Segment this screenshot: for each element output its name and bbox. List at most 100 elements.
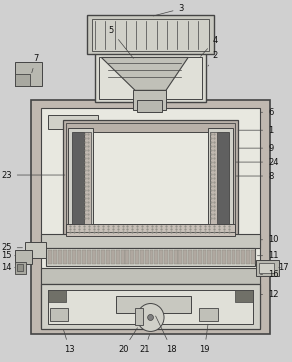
Bar: [41, 108, 260, 328]
Bar: [106, 250, 110, 264]
Bar: [116, 295, 191, 313]
Bar: [251, 250, 255, 264]
Bar: [53, 250, 57, 264]
Bar: [145, 250, 149, 264]
Bar: [154, 250, 158, 264]
Text: 12: 12: [260, 290, 279, 299]
Bar: [92, 250, 95, 264]
Text: 13: 13: [64, 330, 75, 354]
Bar: [72, 132, 84, 224]
Text: 2: 2: [208, 51, 218, 66]
Bar: [135, 307, 143, 325]
Text: 20: 20: [118, 328, 138, 354]
Bar: [130, 250, 134, 264]
Bar: [208, 128, 234, 234]
Circle shape: [137, 303, 164, 332]
Bar: [41, 268, 260, 283]
Bar: [258, 263, 274, 273]
Text: 10: 10: [260, 235, 279, 244]
Bar: [77, 250, 81, 264]
Bar: [212, 250, 216, 264]
Text: 24: 24: [236, 157, 279, 167]
Bar: [227, 250, 231, 264]
Bar: [82, 250, 86, 264]
Bar: [256, 260, 279, 275]
Text: 19: 19: [199, 324, 210, 354]
Bar: [137, 100, 162, 112]
Polygon shape: [101, 58, 188, 90]
Text: 16: 16: [260, 270, 279, 279]
Bar: [188, 250, 192, 264]
Bar: [140, 250, 144, 264]
Bar: [41, 234, 260, 248]
Bar: [63, 250, 67, 264]
Bar: [159, 250, 163, 264]
Bar: [15, 250, 32, 264]
Bar: [25, 242, 46, 258]
Text: 14: 14: [1, 263, 15, 272]
Bar: [48, 290, 253, 324]
Bar: [87, 14, 214, 55]
Bar: [50, 307, 68, 321]
Circle shape: [148, 315, 153, 320]
Bar: [75, 132, 226, 225]
Bar: [48, 290, 66, 302]
Bar: [101, 250, 105, 264]
Bar: [246, 250, 250, 264]
Bar: [15, 262, 26, 274]
Bar: [100, 58, 202, 99]
Bar: [150, 250, 153, 264]
Text: 25: 25: [1, 243, 22, 252]
Bar: [46, 248, 255, 266]
Text: 7: 7: [32, 54, 39, 73]
Bar: [217, 250, 221, 264]
Bar: [17, 264, 23, 271]
Bar: [174, 250, 178, 264]
Bar: [68, 250, 72, 264]
Bar: [111, 250, 115, 264]
Bar: [236, 250, 240, 264]
Bar: [41, 283, 260, 329]
Text: 23: 23: [1, 171, 65, 180]
Bar: [66, 123, 235, 232]
Text: 11: 11: [258, 251, 279, 260]
Bar: [48, 115, 98, 129]
Bar: [66, 224, 235, 236]
Text: 18: 18: [156, 316, 177, 354]
Bar: [121, 250, 124, 264]
Text: 5: 5: [109, 26, 133, 58]
Text: 1: 1: [238, 126, 273, 135]
Text: 3: 3: [153, 4, 184, 16]
Text: 9: 9: [238, 144, 273, 153]
Bar: [92, 18, 209, 51]
Bar: [193, 250, 197, 264]
Text: 6: 6: [260, 108, 274, 117]
Bar: [135, 250, 139, 264]
Bar: [15, 75, 30, 87]
Bar: [178, 250, 182, 264]
Bar: [203, 250, 206, 264]
Bar: [210, 132, 217, 224]
Bar: [133, 90, 166, 110]
Bar: [232, 250, 235, 264]
Bar: [95, 52, 206, 102]
Bar: [72, 250, 76, 264]
Bar: [164, 250, 168, 264]
Bar: [87, 250, 91, 264]
Bar: [58, 250, 62, 264]
Bar: [116, 250, 120, 264]
Bar: [207, 250, 211, 264]
Bar: [31, 100, 270, 334]
Bar: [235, 290, 253, 302]
Bar: [63, 120, 238, 235]
Bar: [126, 250, 129, 264]
Text: 15: 15: [1, 251, 15, 260]
Text: 17: 17: [278, 263, 288, 272]
Bar: [183, 250, 187, 264]
Bar: [97, 250, 100, 264]
Bar: [84, 132, 91, 224]
Bar: [241, 250, 245, 264]
Text: 4: 4: [201, 36, 218, 56]
Bar: [68, 128, 93, 234]
Bar: [217, 132, 229, 224]
